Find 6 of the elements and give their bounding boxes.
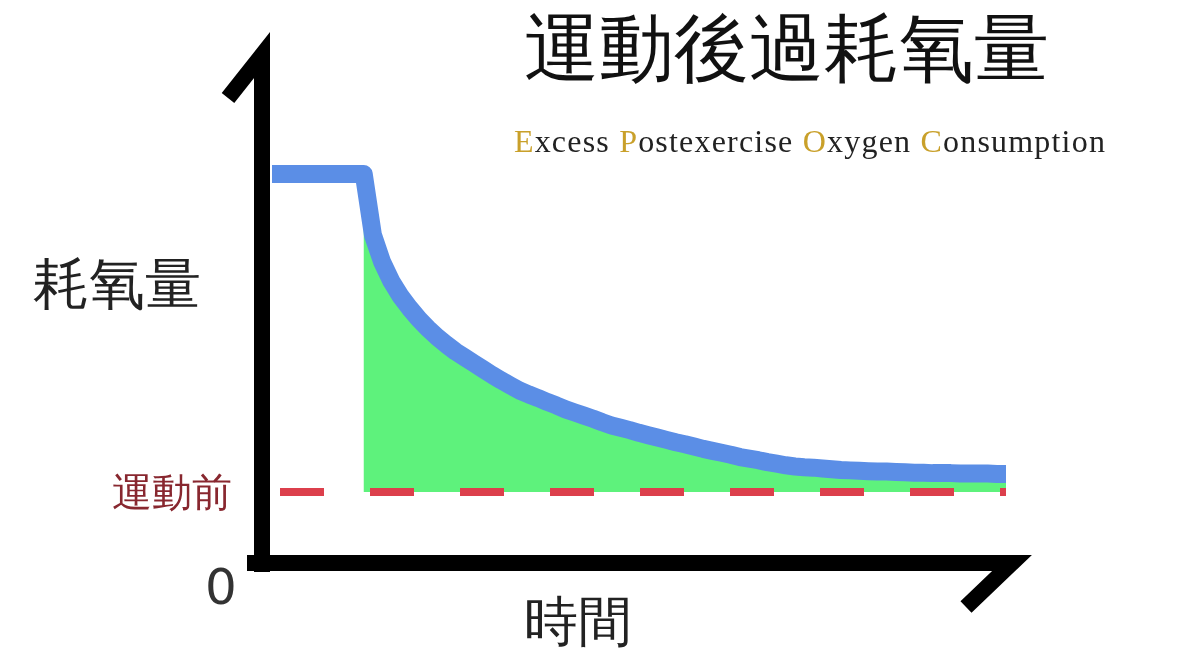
chart-title: 運動後過耗氧量 bbox=[523, 4, 1049, 92]
y-axis-title: 耗氧量 bbox=[33, 250, 201, 316]
ref-line-label: 運動前 bbox=[112, 468, 232, 515]
chart-subtitle: Excess Postexercise Oxygen Consumption bbox=[513, 123, 1107, 159]
x-axis-title: 時間 bbox=[524, 590, 632, 652]
text: 0 bbox=[205, 558, 237, 616]
